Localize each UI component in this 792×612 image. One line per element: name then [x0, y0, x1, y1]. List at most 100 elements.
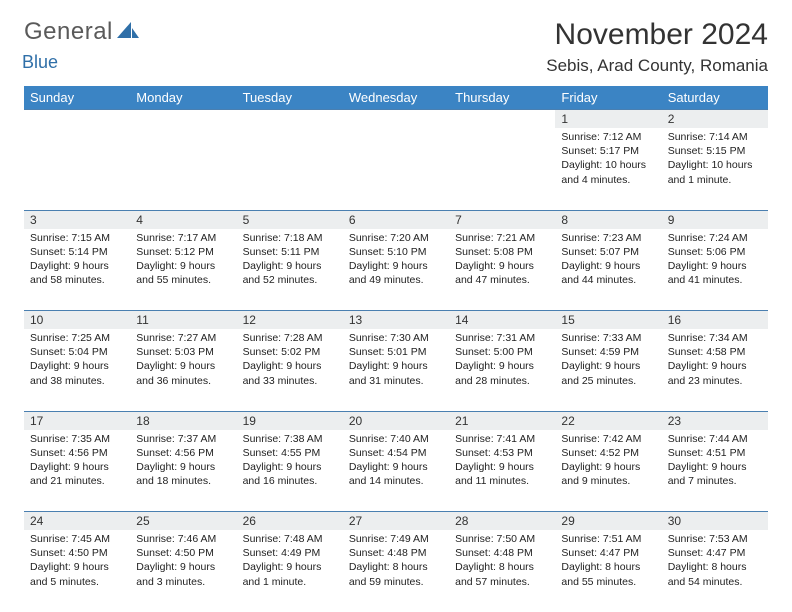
day-content-cell: Sunrise: 7:23 AMSunset: 5:07 PMDaylight:… [555, 229, 661, 311]
daynum-row: 3456789 [24, 210, 768, 229]
day-info-line: Sunset: 4:56 PM [30, 446, 124, 460]
day-content-cell: Sunrise: 7:35 AMSunset: 4:56 PMDaylight:… [24, 430, 130, 512]
logo-sail-icon [117, 22, 139, 42]
day-info-line: Daylight: 9 hours and 58 minutes. [30, 259, 124, 287]
day-info-line: Daylight: 8 hours and 59 minutes. [349, 560, 443, 588]
day-info-line: Sunset: 4:54 PM [349, 446, 443, 460]
day-content-cell [449, 128, 555, 210]
day-number-cell [237, 110, 343, 129]
day-number-cell: 20 [343, 411, 449, 430]
day-number-cell: 7 [449, 210, 555, 229]
content-row: Sunrise: 7:45 AMSunset: 4:50 PMDaylight:… [24, 530, 768, 612]
day-info-line: Sunset: 4:50 PM [136, 546, 230, 560]
day-number-cell [130, 110, 236, 129]
day-info-line: Sunrise: 7:49 AM [349, 532, 443, 546]
day-content-cell: Sunrise: 7:48 AMSunset: 4:49 PMDaylight:… [237, 530, 343, 612]
day-content-cell: Sunrise: 7:33 AMSunset: 4:59 PMDaylight:… [555, 329, 661, 411]
day-info-line: Daylight: 9 hours and 41 minutes. [668, 259, 762, 287]
day-info-line: Sunset: 4:58 PM [668, 345, 762, 359]
day-number-cell: 9 [662, 210, 768, 229]
day-info-line: Daylight: 9 hours and 18 minutes. [136, 460, 230, 488]
day-content-cell: Sunrise: 7:46 AMSunset: 4:50 PMDaylight:… [130, 530, 236, 612]
day-number-cell: 26 [237, 512, 343, 531]
day-number-cell: 4 [130, 210, 236, 229]
day-content-cell: Sunrise: 7:25 AMSunset: 5:04 PMDaylight:… [24, 329, 130, 411]
day-content-cell: Sunrise: 7:42 AMSunset: 4:52 PMDaylight:… [555, 430, 661, 512]
day-info-line: Daylight: 9 hours and 55 minutes. [136, 259, 230, 287]
day-content-cell: Sunrise: 7:30 AMSunset: 5:01 PMDaylight:… [343, 329, 449, 411]
day-info-line: Daylight: 9 hours and 36 minutes. [136, 359, 230, 387]
day-info-line: Sunrise: 7:17 AM [136, 231, 230, 245]
day-info-line: Sunset: 4:48 PM [455, 546, 549, 560]
day-content-cell: Sunrise: 7:41 AMSunset: 4:53 PMDaylight:… [449, 430, 555, 512]
day-number-cell: 15 [555, 311, 661, 330]
day-content-cell: Sunrise: 7:40 AMSunset: 4:54 PMDaylight:… [343, 430, 449, 512]
day-info-line: Sunrise: 7:42 AM [561, 432, 655, 446]
dayname-header: Sunday [24, 86, 130, 110]
day-info-line: Sunrise: 7:24 AM [668, 231, 762, 245]
calendar-table: SundayMondayTuesdayWednesdayThursdayFrid… [24, 86, 768, 612]
day-info-line: Sunset: 4:55 PM [243, 446, 337, 460]
day-info-line: Daylight: 9 hours and 38 minutes. [30, 359, 124, 387]
day-info-line: Sunset: 5:17 PM [561, 144, 655, 158]
day-info-line: Sunrise: 7:14 AM [668, 130, 762, 144]
day-info-line: Sunrise: 7:27 AM [136, 331, 230, 345]
day-content-cell: Sunrise: 7:51 AMSunset: 4:47 PMDaylight:… [555, 530, 661, 612]
day-info-line: Sunrise: 7:28 AM [243, 331, 337, 345]
dayname-header: Thursday [449, 86, 555, 110]
day-content-cell: Sunrise: 7:50 AMSunset: 4:48 PMDaylight:… [449, 530, 555, 612]
day-number-cell: 29 [555, 512, 661, 531]
logo-text-general: General [24, 18, 113, 45]
daynum-row: 24252627282930 [24, 512, 768, 531]
day-info-line: Daylight: 9 hours and 47 minutes. [455, 259, 549, 287]
day-info-line: Sunrise: 7:40 AM [349, 432, 443, 446]
day-info-line: Sunset: 4:56 PM [136, 446, 230, 460]
day-number-cell: 6 [343, 210, 449, 229]
day-number-cell: 25 [130, 512, 236, 531]
day-number-cell: 27 [343, 512, 449, 531]
day-info-line: Sunrise: 7:25 AM [30, 331, 124, 345]
daynum-row: 10111213141516 [24, 311, 768, 330]
day-content-cell: Sunrise: 7:53 AMSunset: 4:47 PMDaylight:… [662, 530, 768, 612]
day-number-cell [24, 110, 130, 129]
day-info-line: Sunset: 4:47 PM [668, 546, 762, 560]
day-info-line: Sunrise: 7:44 AM [668, 432, 762, 446]
title-block: November 2024 Sebis, Arad County, Romani… [546, 18, 768, 76]
day-info-line: Daylight: 9 hours and 52 minutes. [243, 259, 337, 287]
day-content-cell: Sunrise: 7:31 AMSunset: 5:00 PMDaylight:… [449, 329, 555, 411]
day-info-line: Sunset: 4:53 PM [455, 446, 549, 460]
day-content-cell: Sunrise: 7:18 AMSunset: 5:11 PMDaylight:… [237, 229, 343, 311]
day-number-cell: 24 [24, 512, 130, 531]
day-info-line: Sunset: 5:04 PM [30, 345, 124, 359]
day-number-cell: 14 [449, 311, 555, 330]
day-info-line: Sunrise: 7:51 AM [561, 532, 655, 546]
day-info-line: Sunset: 5:08 PM [455, 245, 549, 259]
day-number-cell: 18 [130, 411, 236, 430]
day-info-line: Sunrise: 7:31 AM [455, 331, 549, 345]
day-info-line: Sunrise: 7:45 AM [30, 532, 124, 546]
day-number-cell [449, 110, 555, 129]
day-number-cell: 3 [24, 210, 130, 229]
day-number-cell: 1 [555, 110, 661, 129]
day-info-line: Daylight: 10 hours and 1 minute. [668, 158, 762, 186]
day-number-cell: 16 [662, 311, 768, 330]
day-info-line: Sunset: 5:11 PM [243, 245, 337, 259]
day-content-cell: Sunrise: 7:14 AMSunset: 5:15 PMDaylight:… [662, 128, 768, 210]
day-number-cell: 22 [555, 411, 661, 430]
day-content-cell: Sunrise: 7:24 AMSunset: 5:06 PMDaylight:… [662, 229, 768, 311]
day-info-line: Sunset: 5:10 PM [349, 245, 443, 259]
day-number-cell: 2 [662, 110, 768, 129]
day-info-line: Daylight: 9 hours and 25 minutes. [561, 359, 655, 387]
day-info-line: Daylight: 9 hours and 1 minute. [243, 560, 337, 588]
day-info-line: Sunset: 4:50 PM [30, 546, 124, 560]
day-info-line: Sunset: 5:01 PM [349, 345, 443, 359]
day-info-line: Sunrise: 7:53 AM [668, 532, 762, 546]
day-number-cell: 8 [555, 210, 661, 229]
day-number-cell: 12 [237, 311, 343, 330]
day-info-line: Sunrise: 7:15 AM [30, 231, 124, 245]
day-content-cell: Sunrise: 7:45 AMSunset: 4:50 PMDaylight:… [24, 530, 130, 612]
day-info-line: Sunrise: 7:12 AM [561, 130, 655, 144]
dayname-header: Tuesday [237, 86, 343, 110]
day-info-line: Daylight: 8 hours and 57 minutes. [455, 560, 549, 588]
day-info-line: Sunrise: 7:41 AM [455, 432, 549, 446]
